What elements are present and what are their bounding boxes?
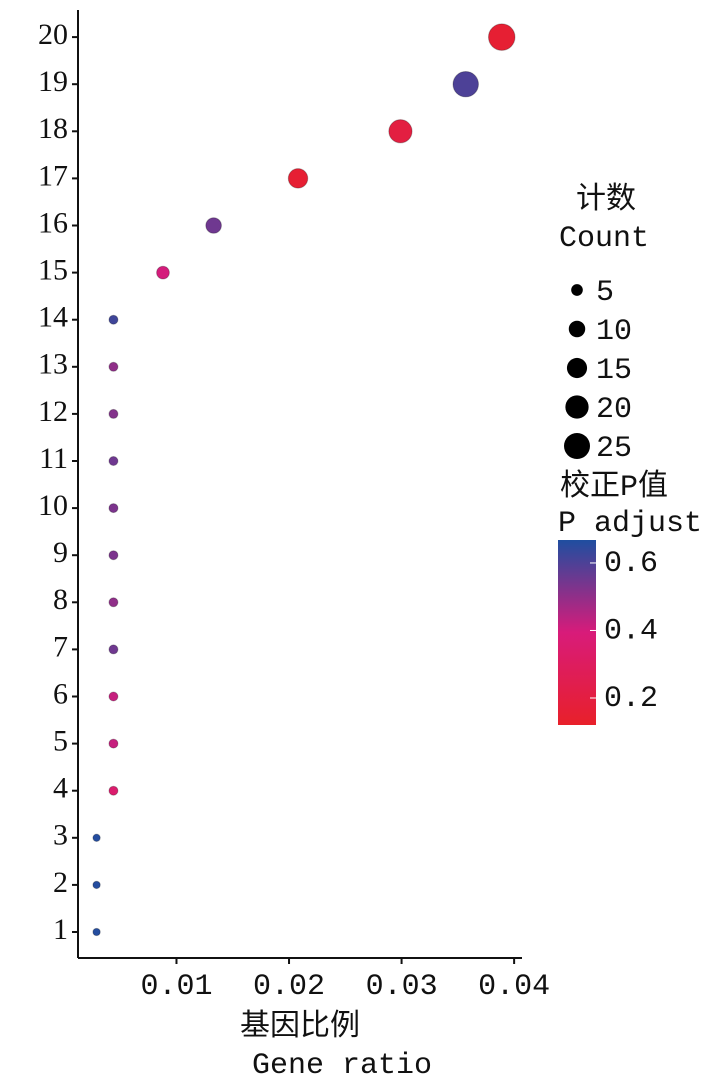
- point: [108, 408, 119, 419]
- y-tick-label: 16: [38, 206, 68, 239]
- point: [487, 23, 516, 51]
- y-tick-label: 14: [38, 301, 68, 334]
- y-tick-label: 10: [38, 489, 68, 522]
- size-legend-dot: [565, 395, 589, 419]
- size-legend-title: 计数: [576, 182, 636, 218]
- y-tick-label: 5: [53, 724, 68, 757]
- color-legend-title: 校正P值: [560, 469, 668, 505]
- point: [108, 550, 119, 561]
- y-tick-label: 12: [38, 395, 68, 428]
- point: [108, 503, 119, 514]
- y-tick-label: 1: [53, 913, 68, 946]
- colorbar: [558, 540, 596, 725]
- point: [388, 119, 413, 144]
- point: [108, 644, 119, 655]
- size-legend-dot: [564, 433, 590, 459]
- point: [205, 217, 222, 234]
- point: [156, 265, 170, 280]
- point: [287, 168, 309, 189]
- y-tick-label: 17: [38, 159, 68, 192]
- y-tick-label: 6: [53, 677, 68, 710]
- point: [92, 880, 101, 890]
- x-axis-title: 基因比例: [240, 1009, 360, 1045]
- point: [92, 833, 101, 842]
- color-legend-title-en: P adjust: [558, 507, 702, 541]
- size-legend-label: 15: [596, 354, 632, 388]
- point: [108, 314, 119, 325]
- point: [108, 455, 119, 467]
- x-tick-label: 0.02: [253, 970, 325, 1004]
- point: [452, 70, 479, 98]
- y-tick-label: 20: [38, 18, 68, 51]
- point: [108, 361, 119, 372]
- y-tick-label: 2: [53, 866, 68, 899]
- point: [108, 597, 119, 608]
- y-tick-label: 8: [53, 583, 68, 616]
- size-legend-label: 20: [596, 393, 632, 427]
- x-tick-label: 0.03: [366, 970, 438, 1004]
- y-tick-label: 9: [53, 536, 68, 569]
- y-tick-label: 18: [38, 112, 68, 145]
- colorbar-tick-label: 0.6: [604, 547, 658, 581]
- y-tick-label: 19: [38, 65, 68, 98]
- x-tick-label: 0.01: [140, 970, 212, 1004]
- size-legend-dot: [571, 284, 583, 296]
- y-tick-label: 13: [38, 348, 68, 381]
- y-tick-label: 15: [38, 253, 68, 286]
- size-legend-dot: [568, 320, 586, 338]
- point: [108, 738, 119, 749]
- size-legend-dot: [566, 357, 588, 379]
- point: [108, 691, 119, 702]
- point: [92, 927, 101, 937]
- y-tick-label: 7: [53, 630, 68, 663]
- colorbar-tick-label: 0.2: [604, 682, 658, 716]
- y-tick-label: 11: [39, 442, 68, 475]
- size-legend-title-en: Count: [559, 222, 649, 256]
- point: [108, 785, 119, 796]
- x-tick-label: 0.04: [478, 970, 550, 1004]
- size-legend-label: 5: [596, 276, 614, 310]
- y-tick-label: 3: [53, 819, 68, 852]
- x-axis-title-en: Gene ratio: [252, 1049, 432, 1083]
- size-legend-label: 10: [596, 315, 632, 349]
- colorbar-tick-label: 0.4: [604, 614, 658, 648]
- size-legend-label: 25: [596, 432, 632, 466]
- y-tick-label: 4: [53, 772, 68, 805]
